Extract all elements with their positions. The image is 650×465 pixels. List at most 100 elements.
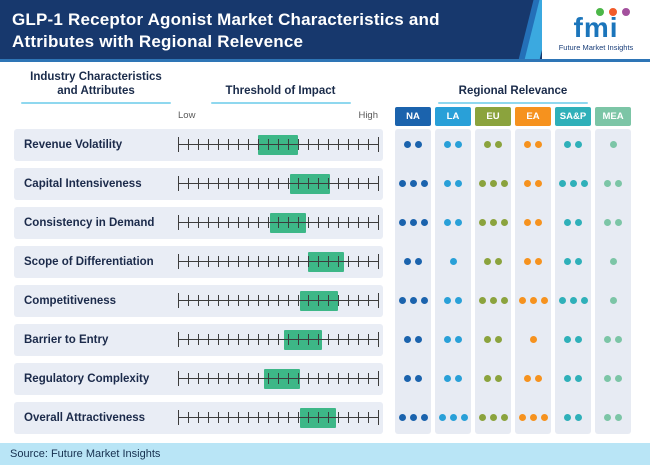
scale-tick [267, 139, 269, 151]
relevance-dot-cell [435, 363, 471, 395]
scale-tick [237, 139, 239, 151]
relevance-dot [484, 375, 491, 383]
relevance-dot [564, 414, 571, 422]
relevance-dot-cell [395, 324, 431, 356]
attribute-row: Consistency in Demand [14, 206, 383, 239]
scale-tick [217, 373, 219, 385]
relevance-dot [398, 414, 406, 422]
scale-tick [207, 139, 209, 151]
relevance-dot [404, 336, 411, 344]
relevance-dot-cell [475, 285, 511, 317]
relevance-dot [495, 375, 502, 383]
relevance-dot [455, 336, 462, 344]
relevance-dot [415, 258, 422, 266]
scale-tick [357, 178, 359, 190]
relevance-dot [409, 219, 417, 227]
scale-tick [197, 295, 199, 307]
scale-tick [217, 256, 219, 268]
relevance-dot [564, 258, 571, 266]
scale-tick [197, 178, 199, 190]
attribute-label: Scope of Differentiation [24, 255, 154, 268]
scale-tick [207, 217, 209, 229]
relevance-dot [575, 141, 582, 149]
scale-tick [187, 139, 189, 151]
scale-tick [277, 295, 279, 307]
relevance-dot-cell [515, 129, 551, 161]
scale-tick [317, 178, 319, 190]
scale-tick [337, 334, 339, 346]
scale-tick [257, 295, 259, 307]
scale-tick [317, 373, 319, 385]
region-band-mea [595, 128, 631, 434]
relevance-dot [409, 297, 417, 305]
scale-tick [307, 334, 309, 346]
scale-tick [277, 373, 279, 385]
relevance-dot [478, 219, 486, 227]
scale-tick [187, 412, 189, 424]
scale-tick [337, 373, 339, 385]
scale-tick [227, 295, 229, 307]
scale-tick [297, 217, 299, 229]
relevance-dot-cell [515, 207, 551, 239]
scale-tick [357, 334, 359, 346]
relevance-dot [455, 375, 462, 383]
scale-tick [177, 410, 179, 426]
scale-tick [187, 256, 189, 268]
scale-low-label: Low [178, 109, 196, 121]
relevance-dot [524, 219, 531, 227]
scale-tick [377, 371, 379, 387]
scale-tick [257, 334, 259, 346]
scale-tick [207, 412, 209, 424]
relevance-dot [444, 336, 451, 344]
scale-tick [267, 412, 269, 424]
relevance-dot [455, 180, 462, 188]
scale-tick [247, 373, 249, 385]
fmi-logo-tagline: Future Market Insights [558, 42, 634, 52]
scale-tick [237, 334, 239, 346]
scale-tick [297, 334, 299, 346]
relevance-dot [558, 297, 566, 305]
scale-tick [257, 178, 259, 190]
scale-tick [197, 139, 199, 151]
scale-captions: Low High [178, 110, 378, 121]
relevance-dot-cell [595, 324, 631, 356]
scale-tick [247, 295, 249, 307]
scale-tick [257, 256, 259, 268]
scale-tick [337, 139, 339, 151]
relevance-dot [575, 375, 582, 383]
relevance-dot [438, 414, 446, 422]
relevance-dot [558, 180, 566, 188]
scale-tick [297, 139, 299, 151]
relevance-dot [420, 414, 428, 422]
region-chip-la: LA [435, 106, 471, 126]
scale-tick [307, 139, 309, 151]
relevance-dot [478, 414, 486, 422]
relevance-dot [484, 141, 491, 149]
scale-tick [297, 295, 299, 307]
scale-tick [357, 256, 359, 268]
scale-tick [307, 217, 309, 229]
relevance-dot [420, 219, 428, 227]
scale-tick [327, 256, 329, 268]
relevance-dot [444, 297, 451, 305]
relevance-dot [489, 219, 497, 227]
scale-tick [287, 412, 289, 424]
scale-tick [177, 332, 179, 348]
scale-tick [247, 334, 249, 346]
relevance-dot [529, 414, 537, 422]
scale-tick [267, 295, 269, 307]
scale-tick [307, 295, 309, 307]
column-gap [383, 107, 395, 434]
scale-tick [277, 139, 279, 151]
scale-tick [317, 334, 319, 346]
attribute-row: Capital Intensiveness [14, 167, 383, 200]
relevance-dot [518, 297, 526, 305]
relevance-dot-cell [475, 129, 511, 161]
attribute-row: Revenue Volatility [14, 128, 383, 161]
relevance-dot-cell [595, 285, 631, 317]
relevance-dot [604, 375, 611, 383]
relevance-dot [615, 336, 622, 344]
fmi-logo-dot-icon [608, 7, 618, 18]
scale-tick [367, 412, 369, 424]
scale-tick [377, 176, 379, 192]
